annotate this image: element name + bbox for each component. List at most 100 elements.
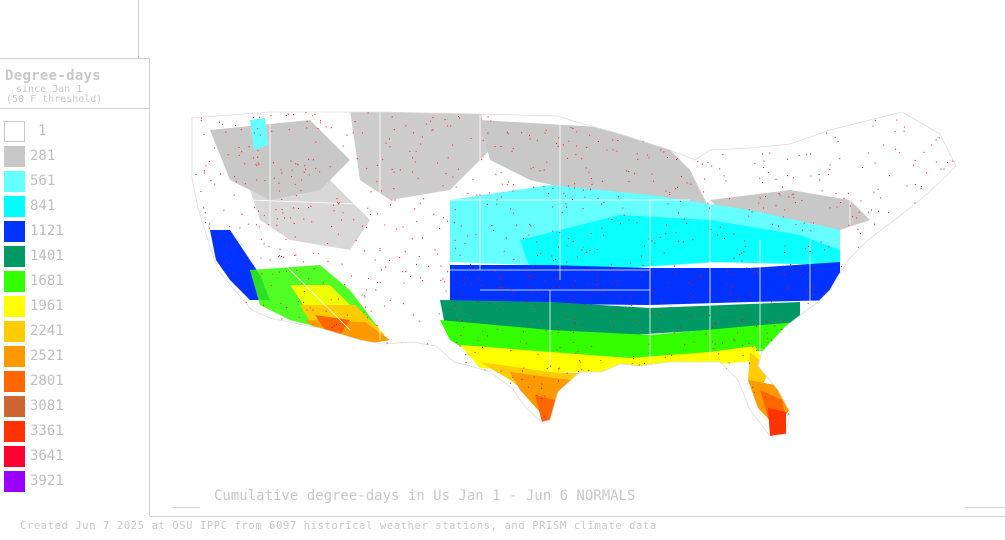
station-dot	[623, 214, 625, 216]
station-dot	[693, 112, 695, 114]
station-dot	[283, 256, 284, 258]
station-dot	[758, 202, 760, 204]
station-dot	[782, 350, 784, 352]
station-dot	[844, 120, 846, 122]
station-dot	[577, 425, 579, 427]
station-dot	[887, 333, 889, 335]
station-dot	[550, 437, 551, 438]
station-dot	[848, 224, 850, 226]
station-dot	[278, 182, 280, 184]
station-dot	[867, 327, 868, 329]
station-dot	[573, 319, 575, 321]
station-dot	[616, 150, 618, 152]
station-dot	[522, 370, 523, 372]
station-dot	[574, 183, 576, 185]
station-dot	[648, 386, 650, 388]
station-dot	[888, 341, 890, 343]
station-dot	[742, 320, 744, 322]
station-dot	[843, 197, 845, 199]
station-dot	[810, 175, 812, 177]
station-dot	[319, 122, 321, 124]
station-dot	[496, 328, 498, 330]
station-dot	[210, 259, 212, 261]
station-dot	[382, 159, 384, 161]
station-dot	[254, 407, 255, 409]
station-dot	[549, 365, 551, 367]
station-dot	[308, 399, 310, 401]
station-dot	[844, 302, 846, 304]
station-dot	[441, 412, 443, 414]
station-dot	[319, 171, 321, 173]
station-dot	[705, 135, 707, 137]
station-dot	[487, 132, 489, 134]
station-dot	[918, 407, 920, 409]
station-dot	[784, 252, 786, 253]
station-dot	[573, 341, 575, 343]
station-dot	[394, 199, 396, 201]
station-dot	[385, 142, 387, 144]
station-dot	[455, 342, 457, 344]
station-dot	[380, 190, 382, 192]
legend-swatch-3921	[4, 471, 25, 492]
station-dot	[756, 432, 758, 434]
station-dot	[305, 168, 307, 170]
station-dot	[715, 322, 717, 324]
station-dot	[902, 325, 904, 327]
station-dot	[226, 246, 228, 247]
station-dot	[824, 321, 826, 323]
station-dot	[908, 214, 910, 216]
bottom-divider	[150, 516, 1005, 517]
station-dot	[512, 212, 514, 214]
station-dot	[192, 432, 194, 434]
station-dot	[707, 162, 709, 164]
station-dot	[537, 255, 539, 256]
station-dot	[906, 185, 908, 187]
station-dot	[218, 415, 220, 417]
station-dot	[909, 111, 910, 112]
station-dot	[894, 339, 896, 341]
station-dot	[229, 111, 230, 112]
station-dot	[399, 169, 401, 171]
station-dot	[555, 143, 557, 144]
station-dot	[335, 401, 336, 403]
station-dot	[212, 296, 214, 297]
station-dot	[781, 328, 783, 330]
station-dot	[802, 352, 804, 354]
station-dot	[303, 301, 304, 303]
station-dot	[474, 268, 476, 270]
station-dot	[479, 194, 481, 196]
station-dot	[304, 399, 306, 401]
station-dot	[767, 338, 769, 340]
station-dot	[208, 161, 210, 162]
station-dot	[315, 167, 317, 169]
station-dot	[332, 204, 334, 206]
station-dot	[950, 113, 952, 114]
station-dot	[807, 361, 809, 363]
station-dot	[902, 430, 904, 432]
station-dot	[193, 276, 195, 278]
station-dot	[557, 326, 558, 328]
station-dot	[750, 295, 752, 297]
station-dot	[870, 316, 872, 318]
station-dot	[929, 398, 931, 400]
station-dot	[333, 392, 335, 394]
station-dot	[601, 180, 603, 182]
station-dot	[682, 241, 684, 243]
station-dot	[594, 291, 596, 293]
station-dot	[797, 271, 799, 272]
station-dot	[384, 305, 386, 307]
station-dot	[402, 417, 404, 418]
station-dot	[895, 283, 897, 285]
station-dot	[643, 245, 645, 247]
station-dot	[711, 416, 713, 418]
station-dot	[222, 335, 224, 337]
station-dot	[233, 403, 235, 405]
station-dot	[940, 168, 942, 170]
station-dot	[585, 167, 587, 169]
station-dot	[355, 239, 357, 241]
station-dot	[793, 197, 795, 199]
station-dot	[704, 178, 706, 180]
station-dot	[530, 168, 532, 170]
station-dot	[437, 253, 439, 255]
station-dot	[417, 440, 418, 441]
